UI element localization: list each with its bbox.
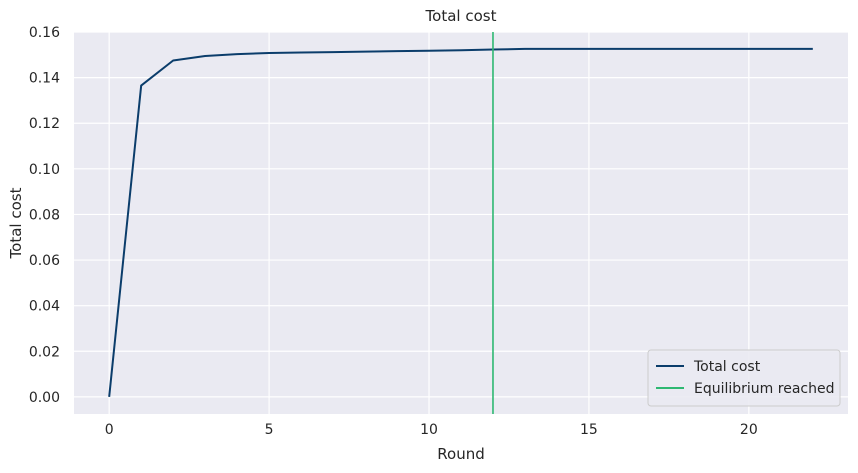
legend: Total cost Equilibrium reached <box>647 349 841 407</box>
x-tick-label: 15 <box>580 422 598 438</box>
y-tick-label: 0.06 <box>29 253 60 269</box>
y-tick-label: 0.16 <box>29 25 60 41</box>
y-tick-label: 0.02 <box>29 344 60 360</box>
chart-title: Total cost <box>425 7 497 25</box>
y-tick-label: 0.08 <box>29 207 60 223</box>
series-line-total-cost <box>108 47 813 398</box>
legend-box <box>647 349 841 407</box>
series-layer <box>108 32 813 414</box>
x-axis-ticks: 0 5 10 15 20 <box>105 422 758 438</box>
y-tick-label: 0.00 <box>29 390 60 406</box>
y-axis-ticks: 0.00 0.02 0.04 0.06 0.08 0.10 0.12 0.14 0.16 <box>29 25 60 406</box>
x-tick-label: 0 <box>105 422 114 438</box>
y-tick-label: 0.14 <box>29 71 60 87</box>
y-axis-label: Total cost <box>7 187 25 259</box>
y-tick-label: 0.12 <box>29 116 60 132</box>
x-tick-label: 20 <box>740 422 758 438</box>
y-tick-label: 0.04 <box>29 299 60 315</box>
x-tick-label: 5 <box>265 422 274 438</box>
y-tick-label: 0.10 <box>29 162 60 178</box>
x-tick-label: 10 <box>420 422 438 438</box>
x-axis-label: Round <box>437 445 484 463</box>
legend-label-total-cost: Total cost <box>693 359 761 375</box>
legend-label-equilibrium: Equilibrium reached <box>694 381 834 397</box>
